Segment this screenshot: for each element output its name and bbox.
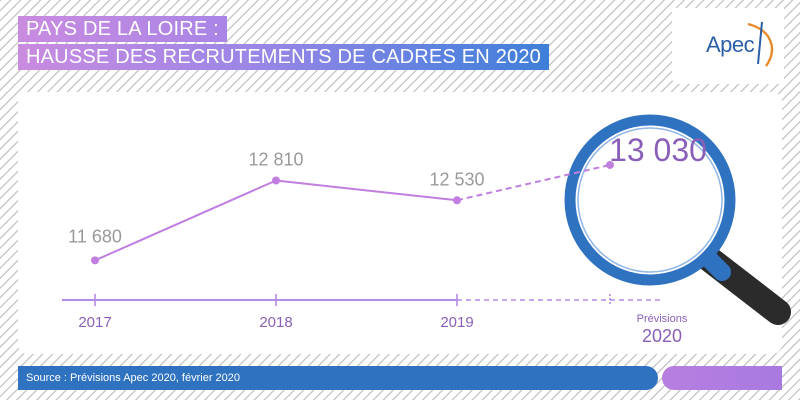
line-segment-2018: [275, 179, 458, 202]
data-point-2020: [606, 160, 614, 169]
apec-logo: [672, 8, 784, 84]
line-segment-2017: [94, 179, 277, 262]
data-point-2017: [91, 256, 99, 265]
value-label-2018: 12 810: [248, 149, 303, 169]
page-title-line-2: HAUSSE DES RECRUTEMENTS DE CADRES EN 202…: [18, 44, 549, 70]
forecast-segment: [456, 163, 611, 202]
data-point-2018: [272, 176, 280, 185]
value-label-2020: 13 030: [609, 132, 707, 168]
magnifier-rim: [577, 127, 723, 273]
data-point-2019: [453, 196, 461, 205]
source-note: Source : Prévisions Apec 2020, février 2…: [26, 372, 241, 384]
forecast-prefix-label: Prévisions: [637, 313, 688, 325]
page-title-line-1: PAYS DE LA LOIRE :: [18, 16, 227, 42]
x-tick-label-2020: 2020: [642, 326, 682, 346]
magnifier-lens: [564, 114, 736, 286]
apec-logo-text: Apec: [706, 32, 755, 57]
x-tick-label-2017: 2017: [78, 314, 111, 331]
value-label-2019: 12 530: [429, 169, 484, 189]
x-tick-label-2018: 2018: [259, 314, 292, 331]
value-label-2017: 11 680: [68, 226, 122, 246]
x-tick-label-2019: 2019: [440, 314, 473, 331]
footer-accent: [662, 366, 782, 390]
footer-bar: [18, 366, 658, 390]
